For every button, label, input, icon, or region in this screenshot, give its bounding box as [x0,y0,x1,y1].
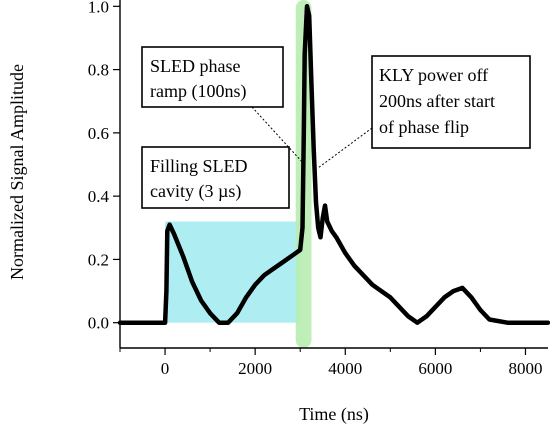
annotation-line: cavity (3 µs) [150,181,241,202]
y-tick-label: 0.0 [88,314,109,333]
leader-phase-ramp [251,106,305,165]
annotation-phase-ramp: SLED phase ramp (100ns) [141,46,284,108]
x-tick-label: 0 [161,359,170,378]
annotation-filling-sled: Filling SLED cavity (3 µs) [141,146,290,209]
x-tick-label: 2000 [238,359,272,378]
y-axis-ticks: 0.0 0.2 0.4 0.6 0.8 1.0 [88,0,120,333]
y-tick-label: 1.0 [88,0,109,16]
annotation-line: KLY power off [379,65,488,85]
y-tick-label: 0.6 [88,124,109,143]
x-tick-label: 8000 [508,359,542,378]
annotation-box [141,46,284,108]
annotation-line: ramp (100ns) [150,81,246,102]
leader-kly-power-off [317,127,373,169]
y-axis-title: Normalized Signal Amplitude [7,64,27,280]
annotation-box [371,55,531,149]
annotation-box [141,146,290,209]
y-tick-label: 0.4 [88,187,110,206]
shaded-region-filling [165,221,301,323]
x-axis-ticks: 0 2000 4000 6000 8000 [119,348,542,378]
series-line [117,4,550,325]
y-tick-label: 0.2 [88,250,109,269]
x-axis-title: Time (ns) [299,404,369,425]
leader-lines [251,106,373,169]
annotation-line: of phase flip [379,117,469,137]
annotation-line: Filling SLED [150,156,248,176]
x-tick-label: 6000 [418,359,452,378]
annotation-kly-power-off: KLY power off 200ns after start of phase… [371,55,531,149]
y-tick-label: 0.8 [88,61,109,80]
series-layer [117,4,550,325]
x-tick-label: 4000 [328,359,362,378]
annotation-line: SLED phase [150,56,240,76]
annotation-line: 200ns after start [379,91,495,111]
